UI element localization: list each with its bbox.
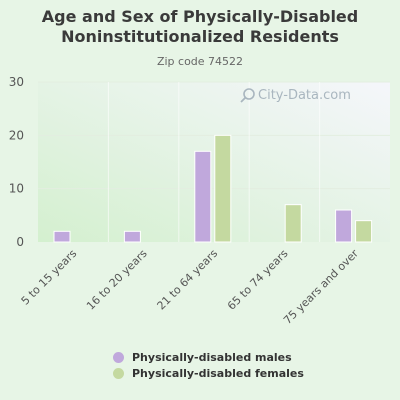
chart-subtitle: Zip code 74522 (156, 55, 244, 68)
y-tick-label: 20 (9, 128, 24, 142)
x-tick-label: 65 to 74 years (225, 247, 291, 313)
bar-males (53, 230, 71, 243)
legend-swatch-males (113, 351, 124, 363)
x-tick-label: 75 years and over (281, 247, 361, 327)
watermark-text: City-Data.com (258, 88, 351, 103)
bar-females (355, 220, 373, 243)
y-tick-label: 10 (9, 182, 24, 196)
x-tick-label: 21 to 64 years (154, 247, 220, 313)
y-tick-label: 0 (16, 235, 24, 249)
plot-area (38, 82, 390, 242)
bar-females (214, 134, 232, 243)
magnifier-icon (243, 88, 255, 100)
magnifier-handle (240, 96, 247, 103)
bar-males (335, 209, 353, 243)
legend-label-males: Physically-disabled males (132, 350, 292, 364)
bar-females (284, 204, 302, 243)
x-tick-label: 5 to 15 years (19, 247, 80, 308)
legend-item-females: Physically-disabled females (113, 365, 304, 381)
legend-label-females: Physically-disabled females (132, 366, 304, 380)
legend-swatch-females (113, 367, 124, 379)
legend: Physically-disabled males Physically-dis… (113, 349, 304, 381)
bar-males (194, 150, 212, 243)
legend-item-males: Physically-disabled males (113, 349, 304, 365)
y-tick-label: 30 (9, 75, 24, 89)
chart-title: Age and Sex of Physically-Disabled Nonins… (41, 7, 359, 46)
bar-males (123, 230, 141, 243)
x-tick-label: 16 to 20 years (84, 247, 150, 313)
watermark: City-Data.com (240, 88, 351, 103)
